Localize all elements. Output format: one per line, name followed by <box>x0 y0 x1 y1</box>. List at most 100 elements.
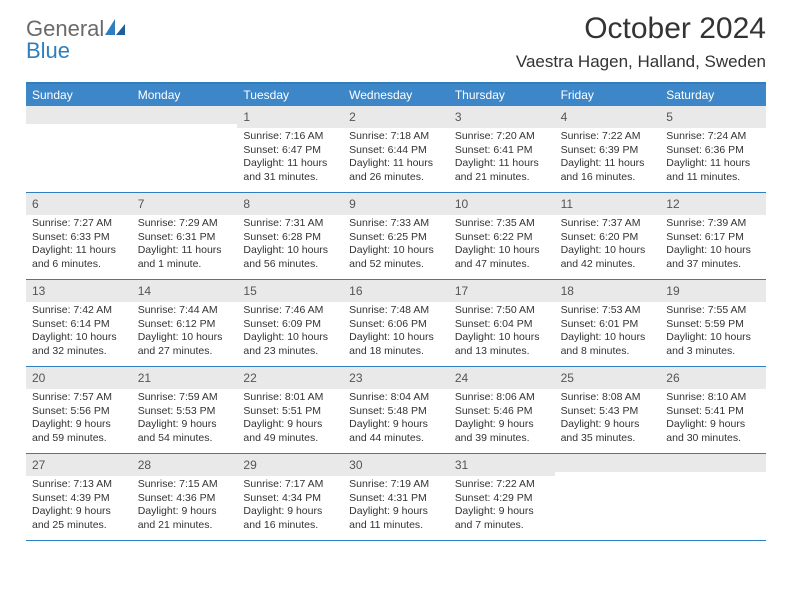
day-cell: 30Sunrise: 7:19 AMSunset: 4:31 PMDayligh… <box>343 454 449 540</box>
day-body: Sunrise: 7:57 AMSunset: 5:56 PMDaylight:… <box>26 389 132 452</box>
daynum-row: 19 <box>660 280 766 302</box>
day-number: 25 <box>561 371 574 385</box>
day-cell: 23Sunrise: 8:04 AMSunset: 5:48 PMDayligh… <box>343 367 449 453</box>
sunset-line: Sunset: 4:39 PM <box>32 492 126 506</box>
dow-wednesday: Wednesday <box>343 84 449 106</box>
daylight-line: Daylight: 10 hours and 52 minutes. <box>349 244 443 271</box>
dow-monday: Monday <box>132 84 238 106</box>
daynum-row: 23 <box>343 367 449 389</box>
daynum-row: 2 <box>343 106 449 128</box>
daynum-row: 4 <box>555 106 661 128</box>
day-cell: 9Sunrise: 7:33 AMSunset: 6:25 PMDaylight… <box>343 193 449 279</box>
day-body: Sunrise: 7:16 AMSunset: 6:47 PMDaylight:… <box>237 128 343 191</box>
day-number: 16 <box>349 284 362 298</box>
day-number: 28 <box>138 458 151 472</box>
sunrise-line: Sunrise: 7:42 AM <box>32 304 126 318</box>
dow-friday: Friday <box>555 84 661 106</box>
day-number: 7 <box>138 197 145 211</box>
daynum-row: 26 <box>660 367 766 389</box>
daynum-row: 9 <box>343 193 449 215</box>
day-body: Sunrise: 8:08 AMSunset: 5:43 PMDaylight:… <box>555 389 661 452</box>
dow-header-row: SundayMondayTuesdayWednesdayThursdayFrid… <box>26 84 766 106</box>
daynum-row: 28 <box>132 454 238 476</box>
daynum-row: 15 <box>237 280 343 302</box>
day-body: Sunrise: 8:01 AMSunset: 5:51 PMDaylight:… <box>237 389 343 452</box>
sunrise-line: Sunrise: 7:19 AM <box>349 478 443 492</box>
daynum-row: 10 <box>449 193 555 215</box>
calendar: SundayMondayTuesdayWednesdayThursdayFrid… <box>26 82 766 541</box>
day-number: 29 <box>243 458 256 472</box>
day-cell: 19Sunrise: 7:55 AMSunset: 5:59 PMDayligh… <box>660 280 766 366</box>
sunrise-line: Sunrise: 7:22 AM <box>561 130 655 144</box>
sunset-line: Sunset: 6:09 PM <box>243 318 337 332</box>
day-number: 23 <box>349 371 362 385</box>
day-number: 4 <box>561 110 568 124</box>
sunrise-line: Sunrise: 7:39 AM <box>666 217 760 231</box>
day-number: 3 <box>455 110 462 124</box>
day-cell: 15 Sunrise: 7:46 AMSunset: 6:09 PMDayligh… <box>237 280 343 366</box>
sunset-line: Sunset: 6:06 PM <box>349 318 443 332</box>
day-cell: 24Sunrise: 8:06 AMSunset: 5:46 PMDayligh… <box>449 367 555 453</box>
dow-tuesday: Tuesday <box>237 84 343 106</box>
sunset-line: Sunset: 5:41 PM <box>666 405 760 419</box>
sunrise-line: Sunrise: 7:24 AM <box>666 130 760 144</box>
daylight-line: Daylight: 9 hours and 49 minutes. <box>243 418 337 445</box>
day-cell: 4Sunrise: 7:22 AMSunset: 6:39 PMDaylight… <box>555 106 661 192</box>
day-body: Sunrise: 7:18 AMSunset: 6:44 PMDaylight:… <box>343 128 449 191</box>
daynum-row: 27 <box>26 454 132 476</box>
day-number: 15 <box>243 284 256 298</box>
daylight-line: Daylight: 9 hours and 7 minutes. <box>455 505 549 532</box>
dow-sunday: Sunday <box>26 84 132 106</box>
day-body <box>26 124 132 132</box>
sunset-line: Sunset: 4:31 PM <box>349 492 443 506</box>
daylight-line: Daylight: 10 hours and 27 minutes. <box>138 331 232 358</box>
logo-sail-icon <box>104 18 126 40</box>
sunrise-line: Sunrise: 7:17 AM <box>243 478 337 492</box>
day-body: Sunrise: 7:44 AMSunset: 6:12 PMDaylight:… <box>132 302 238 365</box>
day-body: Sunrise: 7:50 AMSunset: 6:04 PMDaylight:… <box>449 302 555 365</box>
daylight-line: Daylight: 10 hours and 37 minutes. <box>666 244 760 271</box>
day-body: Sunrise: 8:06 AMSunset: 5:46 PMDaylight:… <box>449 389 555 452</box>
sunset-line: Sunset: 5:48 PM <box>349 405 443 419</box>
day-cell: 28Sunrise: 7:15 AMSunset: 4:36 PMDayligh… <box>132 454 238 540</box>
daynum-row <box>660 454 766 472</box>
daylight-line: Daylight: 9 hours and 54 minutes. <box>138 418 232 445</box>
daylight-line: Daylight: 10 hours and 56 minutes. <box>243 244 337 271</box>
day-body <box>555 472 661 480</box>
day-body: Sunrise: 7:46 AMSunset: 6:09 PMDaylight:… <box>237 302 343 365</box>
day-number: 11 <box>561 197 573 211</box>
daylight-line: Daylight: 11 hours and 6 minutes. <box>32 244 126 271</box>
daylight-line: Daylight: 9 hours and 11 minutes. <box>349 505 443 532</box>
day-cell: 12Sunrise: 7:39 AMSunset: 6:17 PMDayligh… <box>660 193 766 279</box>
day-cell: 21Sunrise: 7:59 AMSunset: 5:53 PMDayligh… <box>132 367 238 453</box>
sunrise-line: Sunrise: 8:08 AM <box>561 391 655 405</box>
daylight-line: Daylight: 9 hours and 59 minutes. <box>32 418 126 445</box>
week-row: 13Sunrise: 7:42 AMSunset: 6:14 PMDayligh… <box>26 280 766 367</box>
sunrise-line: Sunrise: 7:27 AM <box>32 217 126 231</box>
empty-cell <box>660 454 766 540</box>
day-number: 20 <box>32 371 45 385</box>
day-body <box>660 472 766 480</box>
day-cell: 25 Sunrise: 8:08 AMSunset: 5:43 PMDayligh… <box>555 367 661 453</box>
daynum-row: 8 <box>237 193 343 215</box>
day-cell: 20 Sunrise: 7:57 AMSunset: 5:56 PMDayligh… <box>26 367 132 453</box>
daylight-line: Daylight: 10 hours and 3 minutes. <box>666 331 760 358</box>
sunset-line: Sunset: 5:43 PM <box>561 405 655 419</box>
day-number: 1 <box>243 110 250 124</box>
location-text: Vaestra Hagen, Halland, Sweden <box>516 52 766 72</box>
daynum-row <box>132 106 238 124</box>
sunrise-line: Sunrise: 7:22 AM <box>455 478 549 492</box>
week-row: 6Sunrise: 7:27 AMSunset: 6:33 PMDaylight… <box>26 193 766 280</box>
day-body <box>132 124 238 132</box>
daynum-row: 21 <box>132 367 238 389</box>
daylight-line: Daylight: 10 hours and 42 minutes. <box>561 244 655 271</box>
empty-cell <box>26 106 132 192</box>
sunset-line: Sunset: 4:36 PM <box>138 492 232 506</box>
daylight-line: Daylight: 9 hours and 16 minutes. <box>243 505 337 532</box>
day-number: 14 <box>138 284 151 298</box>
day-body: Sunrise: 7:29 AMSunset: 6:31 PMDaylight:… <box>132 215 238 278</box>
day-cell: 10Sunrise: 7:35 AMSunset: 6:22 PMDayligh… <box>449 193 555 279</box>
day-number: 10 <box>455 197 468 211</box>
daylight-line: Daylight: 9 hours and 25 minutes. <box>32 505 126 532</box>
dow-saturday: Saturday <box>660 84 766 106</box>
